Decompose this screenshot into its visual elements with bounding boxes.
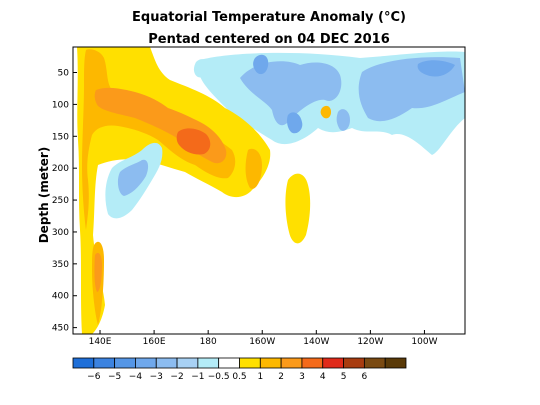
heatmap-layer: [73, 47, 465, 334]
y-tick-label: 150: [52, 132, 69, 142]
colorbar-swatch: [72, 357, 95, 369]
colorbar-label: −3: [150, 372, 163, 382]
colorbar-swatch: [259, 357, 282, 369]
anomaly-region-central-warm-core: [176, 128, 211, 155]
x-tick-label: 100W: [411, 337, 437, 347]
colorbar-swatch: [197, 357, 220, 369]
y-tick-label: 100: [52, 100, 69, 110]
anomaly-region-eastern-cool-core: [417, 60, 455, 77]
anomaly-region-cool-spot-a: [287, 112, 303, 134]
colorbar-swatch: [114, 357, 136, 369]
colorbar-label: −4: [129, 372, 143, 382]
colorbar-swatch: [93, 357, 116, 369]
y-tick-label: 450: [52, 324, 69, 334]
anomaly-region-cool-spot-b: [336, 109, 350, 131]
y-tick-label: 50: [58, 69, 70, 79]
colorbar-swatch: [218, 357, 240, 369]
colorbar-swatch: [343, 357, 365, 369]
colorbar-label: 4: [320, 372, 326, 382]
anomaly-region-western-cool-core: [117, 159, 149, 196]
colorbar-label: −5: [108, 372, 121, 382]
colorbar-swatch: [363, 357, 386, 369]
colorbar-swatch: [280, 357, 303, 369]
colorbar-swatch: [301, 357, 324, 369]
colorbar-label: −6: [87, 372, 101, 382]
x-tick-label: 160W: [249, 337, 275, 347]
x-tick-label: 180: [200, 337, 217, 347]
y-tick-label: 250: [52, 196, 69, 206]
colorbar-label: 6: [362, 372, 368, 382]
colorbar-label: 3: [299, 372, 305, 382]
anomaly-region-warm-dot-a: [320, 105, 331, 119]
colorbar-label: 0.5: [232, 372, 246, 382]
colorbar-label: 1: [257, 372, 263, 382]
x-tick-label: 140E: [89, 337, 112, 347]
colorbar-label: −1: [191, 372, 204, 382]
y-axis-label: Depth (meter): [37, 147, 51, 244]
colorbar-swatch: [155, 357, 178, 369]
y-axis: 50 100 150 200 250 300 350 400 450: [52, 69, 77, 334]
y-tick-label: 350: [52, 260, 69, 270]
y-tick-label: 400: [52, 292, 69, 302]
colorbar-swatch: [384, 357, 407, 369]
anomaly-region-deep-warm-core: [94, 252, 102, 292]
colorbar-swatch: [176, 357, 199, 369]
x-tick-label: 140W: [303, 337, 329, 347]
chart-subtitle: Pentad centered on 04 DEC 2016: [148, 32, 390, 47]
colorbar-label: 5: [341, 372, 347, 382]
colorbar: −6 −5 −4 −3 −2 −1 −0.5 0.5 1 2 3 4 5 6: [72, 357, 407, 382]
x-axis: 140E 160E 180 160W 140W 120W 100W: [89, 330, 438, 347]
chart-title: Equatorial Temperature Anomaly (°C): [132, 10, 406, 25]
x-tick-label: 160E: [143, 337, 166, 347]
y-tick-label: 300: [52, 228, 69, 238]
colorbar-label: −2: [170, 372, 183, 382]
colorbar-swatch: [135, 357, 157, 369]
anomaly-region-cool-spot-d: [193, 59, 209, 78]
colorbar-label: 2: [278, 372, 284, 382]
colorbar-label: −0.5: [208, 372, 230, 382]
anomaly-region-warm-lens-140w: [285, 173, 311, 244]
colorbar-swatch: [239, 357, 261, 369]
anomaly-region-dateline-lobe: [245, 148, 262, 189]
colorbar-swatch: [322, 357, 344, 369]
x-tick-label: 120W: [357, 337, 383, 347]
anomaly-region-cool-spot-c: [253, 54, 269, 75]
anomaly-region-eastern-cool-2: [240, 61, 342, 126]
y-tick-label: 200: [52, 164, 69, 174]
plot-frame: [72, 46, 466, 335]
